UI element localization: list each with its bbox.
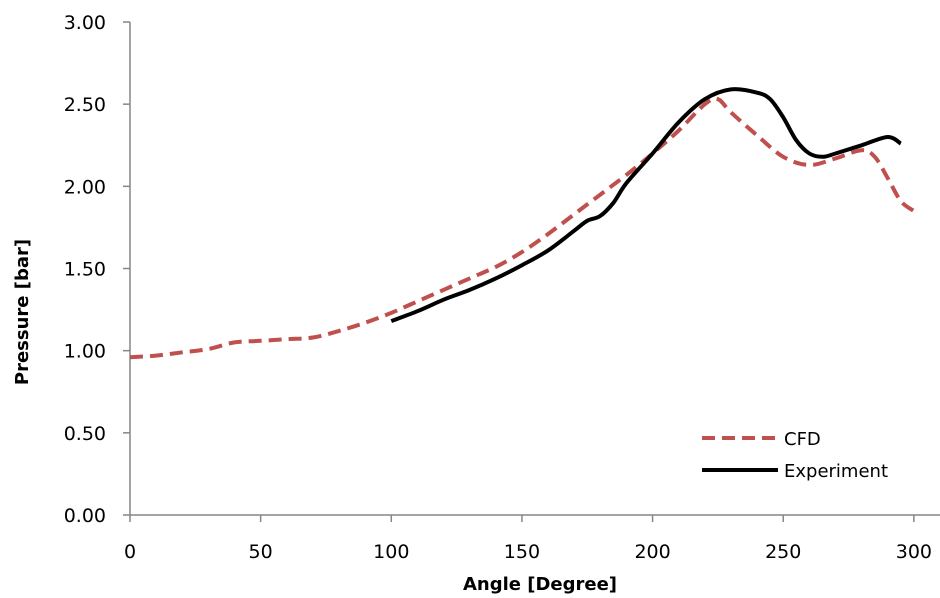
x-tick-label: 100 xyxy=(373,541,409,563)
y-axis-title: Pressure [bar] xyxy=(12,239,33,385)
y-tick-label: 3.00 xyxy=(64,12,106,34)
x-axis-title: Angle [Degree] xyxy=(463,574,617,595)
series-lines xyxy=(129,87,916,360)
x-tick-label: 250 xyxy=(765,541,801,563)
series-line-cfd xyxy=(129,96,916,360)
y-tick-label: 2.00 xyxy=(64,176,106,198)
y-tick-label: 1.50 xyxy=(64,259,106,281)
y-tick-label: 0.50 xyxy=(64,423,106,445)
legend-label-experiment: Experiment xyxy=(784,461,888,482)
x-tick-label: 50 xyxy=(249,541,273,563)
x-tick-label: 300 xyxy=(896,541,932,563)
series-line-experiment xyxy=(390,87,902,323)
legend: CFD Experiment xyxy=(702,429,888,482)
x-tick-label: 150 xyxy=(504,541,540,563)
x-tick-label: 200 xyxy=(634,541,670,563)
axes: 0.00 0.50 1.00 1.50 2.00 2.50 3.00 0 50 100 150 200… xyxy=(64,12,940,563)
legend-label-cfd: CFD xyxy=(784,429,821,450)
y-tick-label: 2.50 xyxy=(64,94,106,116)
x-tick-label: 0 xyxy=(124,541,136,563)
y-tick-label: 1.00 xyxy=(64,341,106,363)
y-tick-label: 0.00 xyxy=(64,505,106,527)
